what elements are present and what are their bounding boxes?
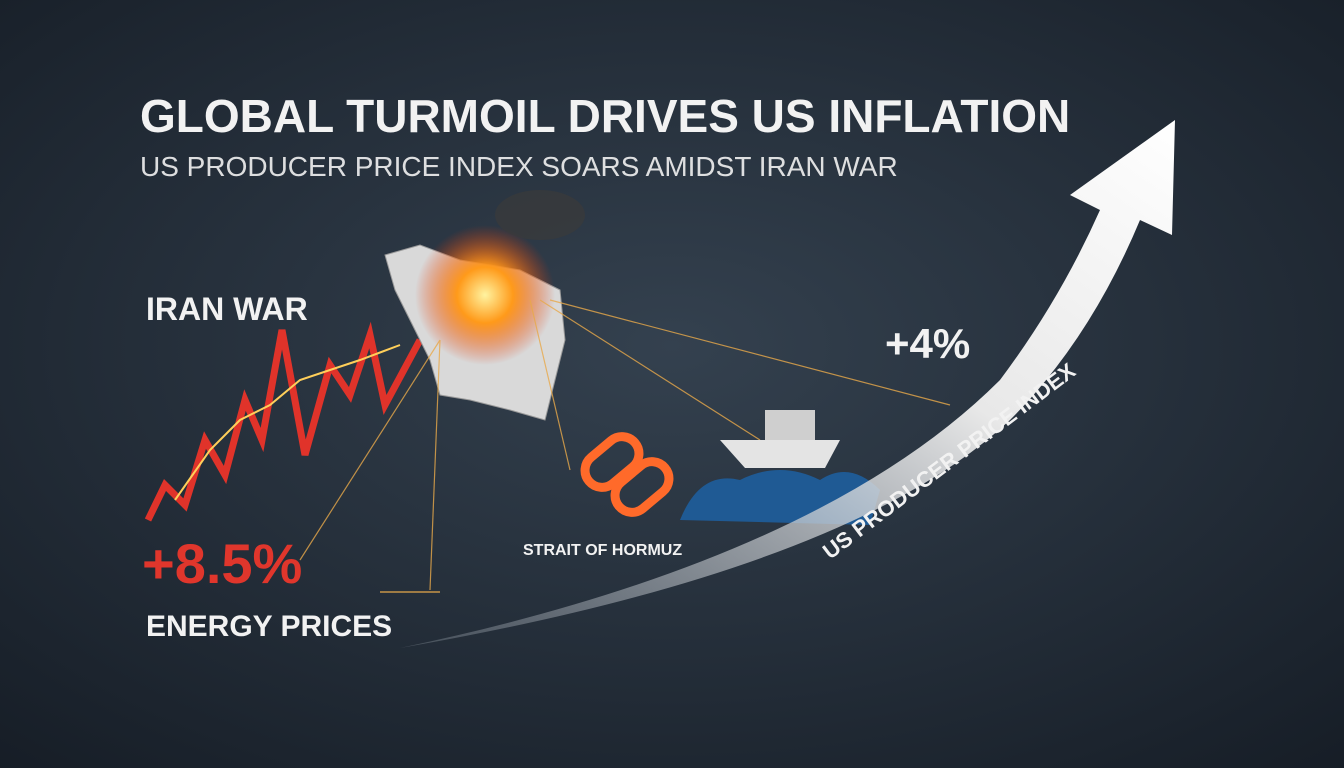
title: GLOBAL TURMOIL DRIVES US INFLATION xyxy=(140,90,1070,142)
spark-line xyxy=(174,344,401,501)
subtitle: US PRODUCER PRICE INDEX SOARS AMIDST IRA… xyxy=(140,151,898,182)
smoke xyxy=(495,190,585,240)
energy-change: +8.5% xyxy=(142,532,302,595)
strait-label: STRAIT OF HORMUZ xyxy=(523,542,682,559)
fire xyxy=(415,225,555,365)
rays xyxy=(299,299,951,591)
ship-cabin xyxy=(765,410,815,440)
energy-caption: ENERGY PRICES xyxy=(146,610,392,643)
ppi-change: +4% xyxy=(885,320,970,367)
iran-war-label: IRAN WAR xyxy=(146,291,308,327)
ppi-arrow xyxy=(400,120,1175,648)
ship xyxy=(720,440,840,468)
broken-chain xyxy=(580,432,674,517)
energy-spike-line xyxy=(144,321,424,522)
